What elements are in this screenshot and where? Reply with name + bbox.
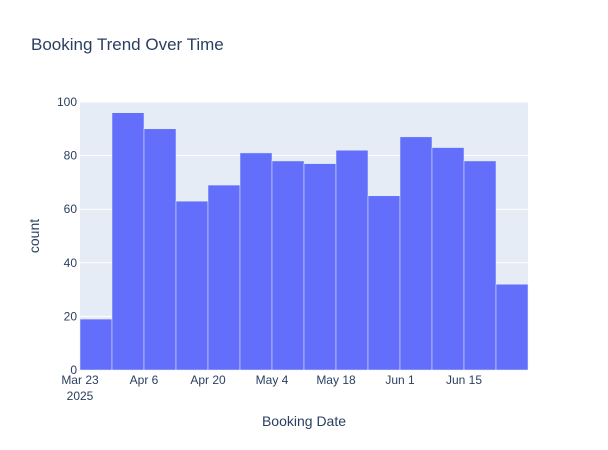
x-tick-label: Mar 23 (61, 373, 99, 387)
x-tick-year-label: 2025 (67, 389, 94, 403)
histogram-bar (495, 283, 529, 371)
x-tick-label: Jun 1 (385, 373, 415, 387)
y-tick-label: 80 (64, 149, 78, 163)
x-tick-label: May 18 (316, 373, 356, 387)
x-axis-ticks: Mar 23 2025 Apr 6 Apr 20 May 4 May 18 Jun 1 Jun… (61, 373, 482, 403)
y-tick-label: 40 (64, 256, 78, 270)
x-tick-label: Apr 6 (130, 373, 159, 387)
chart-title: Booking Trend Over Time (31, 35, 224, 54)
y-tick-label: 100 (57, 95, 77, 109)
x-tick-label: May 4 (256, 373, 289, 387)
y-axis-ticks: 0 20 40 60 80 100 (57, 95, 77, 377)
x-tick-label: Apr 20 (190, 373, 226, 387)
x-tick-label: Jun 15 (446, 373, 482, 387)
y-tick-label: 60 (64, 202, 78, 216)
x-axis-title: Booking Date (262, 413, 346, 429)
histogram-bars (79, 112, 529, 371)
histogram-bar (271, 160, 305, 371)
histogram-bar (367, 195, 401, 371)
histogram-bar (335, 149, 369, 371)
histogram-bar (111, 112, 145, 371)
histogram-bar (207, 184, 241, 371)
histogram-bar (303, 163, 337, 371)
histogram-bar (239, 152, 273, 371)
histogram-bar (463, 160, 497, 371)
histogram-bar (79, 318, 113, 371)
y-axis-title: count (26, 219, 42, 253)
histogram-bar (143, 128, 177, 371)
y-tick-label: 20 (64, 309, 78, 323)
y-tick-label: 0 (70, 363, 77, 377)
histogram-bar (399, 136, 433, 371)
histogram-bar (431, 147, 465, 371)
histogram-bar (175, 200, 209, 371)
